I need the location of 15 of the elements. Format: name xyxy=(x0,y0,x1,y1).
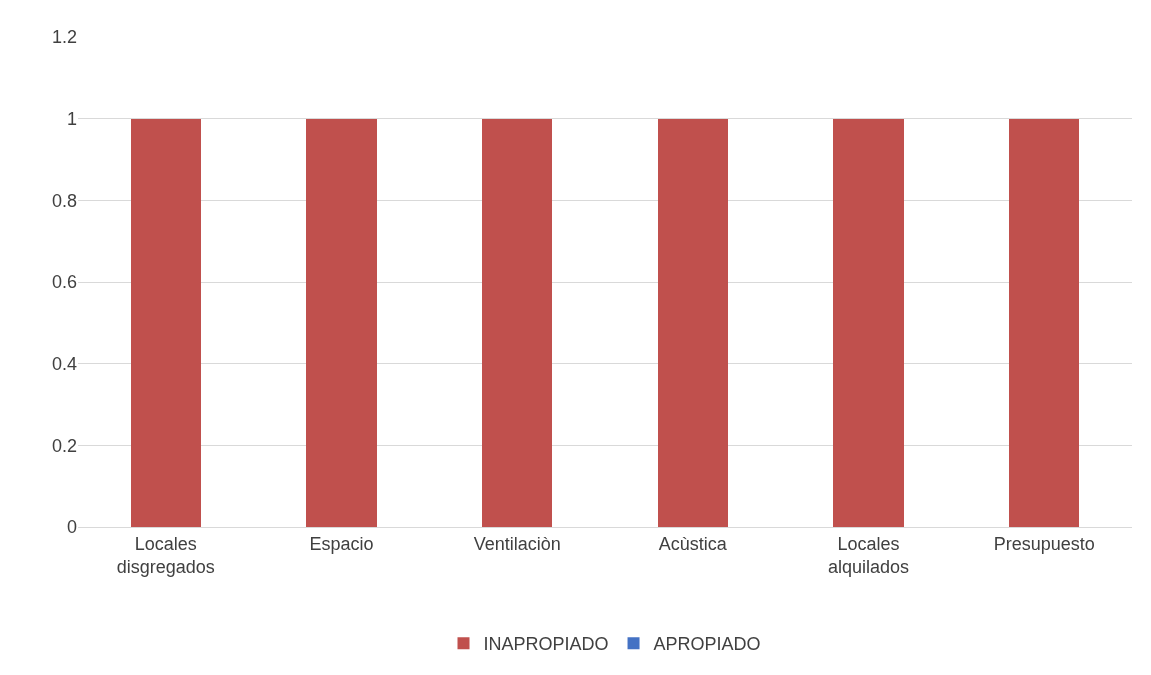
y-tick-label: 0 xyxy=(66,517,77,538)
y-tick-label: 0.4 xyxy=(51,353,77,374)
y-tick-label: 1 xyxy=(66,108,77,129)
x-tick-label: Ventilaciòn xyxy=(473,533,561,554)
x-tick-label: Acùstica xyxy=(658,533,728,554)
x-tick-label: Locales disgregados xyxy=(116,533,215,577)
y-tick-label: 0.2 xyxy=(51,435,77,456)
x-tick-label: Presupuesto xyxy=(993,533,1095,554)
x-tick-label: Locales alquilados xyxy=(827,533,910,577)
y-tick-label: 0.6 xyxy=(51,272,77,293)
legend-label: INAPROPIADO xyxy=(483,634,609,655)
legend-label: APROPIADO xyxy=(653,634,761,655)
y-tick-label: 1.2 xyxy=(51,27,77,48)
y-tick-label: 0.8 xyxy=(51,190,77,211)
x-tick-label: Espacio xyxy=(309,533,374,554)
